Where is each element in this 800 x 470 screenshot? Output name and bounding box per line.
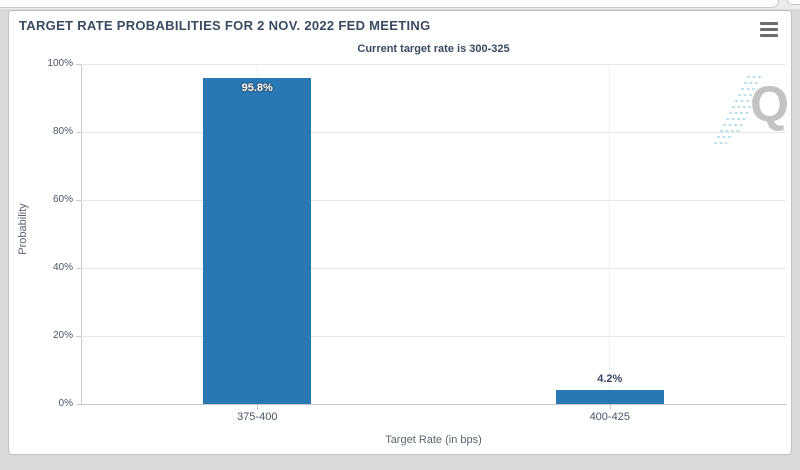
h-gridline-20 — [81, 335, 786, 337]
hamburger-icon[interactable] — [758, 21, 780, 38]
h-gridline-80 — [81, 131, 786, 133]
v-gridline-400-425 — [609, 64, 611, 404]
x-axis-title: Target Rate (in bps) — [385, 434, 482, 446]
y-axis-label-100%: 100% — [47, 58, 73, 69]
y-tick-mark — [76, 404, 81, 405]
upper-panel-edge-main — [0, 0, 779, 8]
x-tick-mark — [257, 405, 259, 410]
y-tick-mark — [76, 200, 81, 201]
x-axis-line — [81, 404, 787, 405]
y-axis-label-0%: 0% — [58, 398, 73, 409]
x-axis-label-400-425: 400-425 — [589, 411, 630, 423]
chart-subtitle: Current target rate is 300-325 — [357, 43, 510, 55]
x-tick-mark — [609, 405, 611, 410]
bar-400-425[interactable] — [555, 389, 664, 404]
y-axis-title: Probability — [17, 203, 29, 255]
upper-panel-edge-right — [787, 0, 800, 5]
chart-title: TARGET RATE PROBABILITIES FOR 2 NOV. 202… — [19, 18, 431, 33]
y-axis-label-40%: 40% — [52, 262, 73, 273]
chart-panel: TARGET RATE PROBABILITIES FOR 2 NOV. 202… — [8, 10, 792, 455]
y-axis-label-80%: 80% — [52, 126, 73, 137]
y-axis-line — [81, 64, 82, 404]
plot-area: 95.8% 4.2% — [81, 63, 786, 404]
h-gridline-60 — [81, 199, 786, 201]
bar-data-label-375-400: 95.8% — [241, 82, 273, 95]
y-tick-mark — [76, 268, 81, 269]
bar-data-label-400-425: 4.2% — [597, 372, 623, 385]
x-axis-label-375-400: 375-400 — [237, 411, 278, 423]
y-tick-mark — [76, 336, 81, 337]
upper-panel-bottom-edge — [0, 0, 800, 9]
y-axis-label-60%: 60% — [52, 194, 73, 205]
h-gridline-100 — [81, 63, 786, 65]
bar-375-400[interactable] — [203, 78, 312, 404]
h-gridline-40 — [81, 267, 786, 269]
y-tick-mark — [76, 132, 81, 133]
y-tick-mark — [76, 64, 81, 65]
y-axis-label-20%: 20% — [52, 330, 73, 341]
